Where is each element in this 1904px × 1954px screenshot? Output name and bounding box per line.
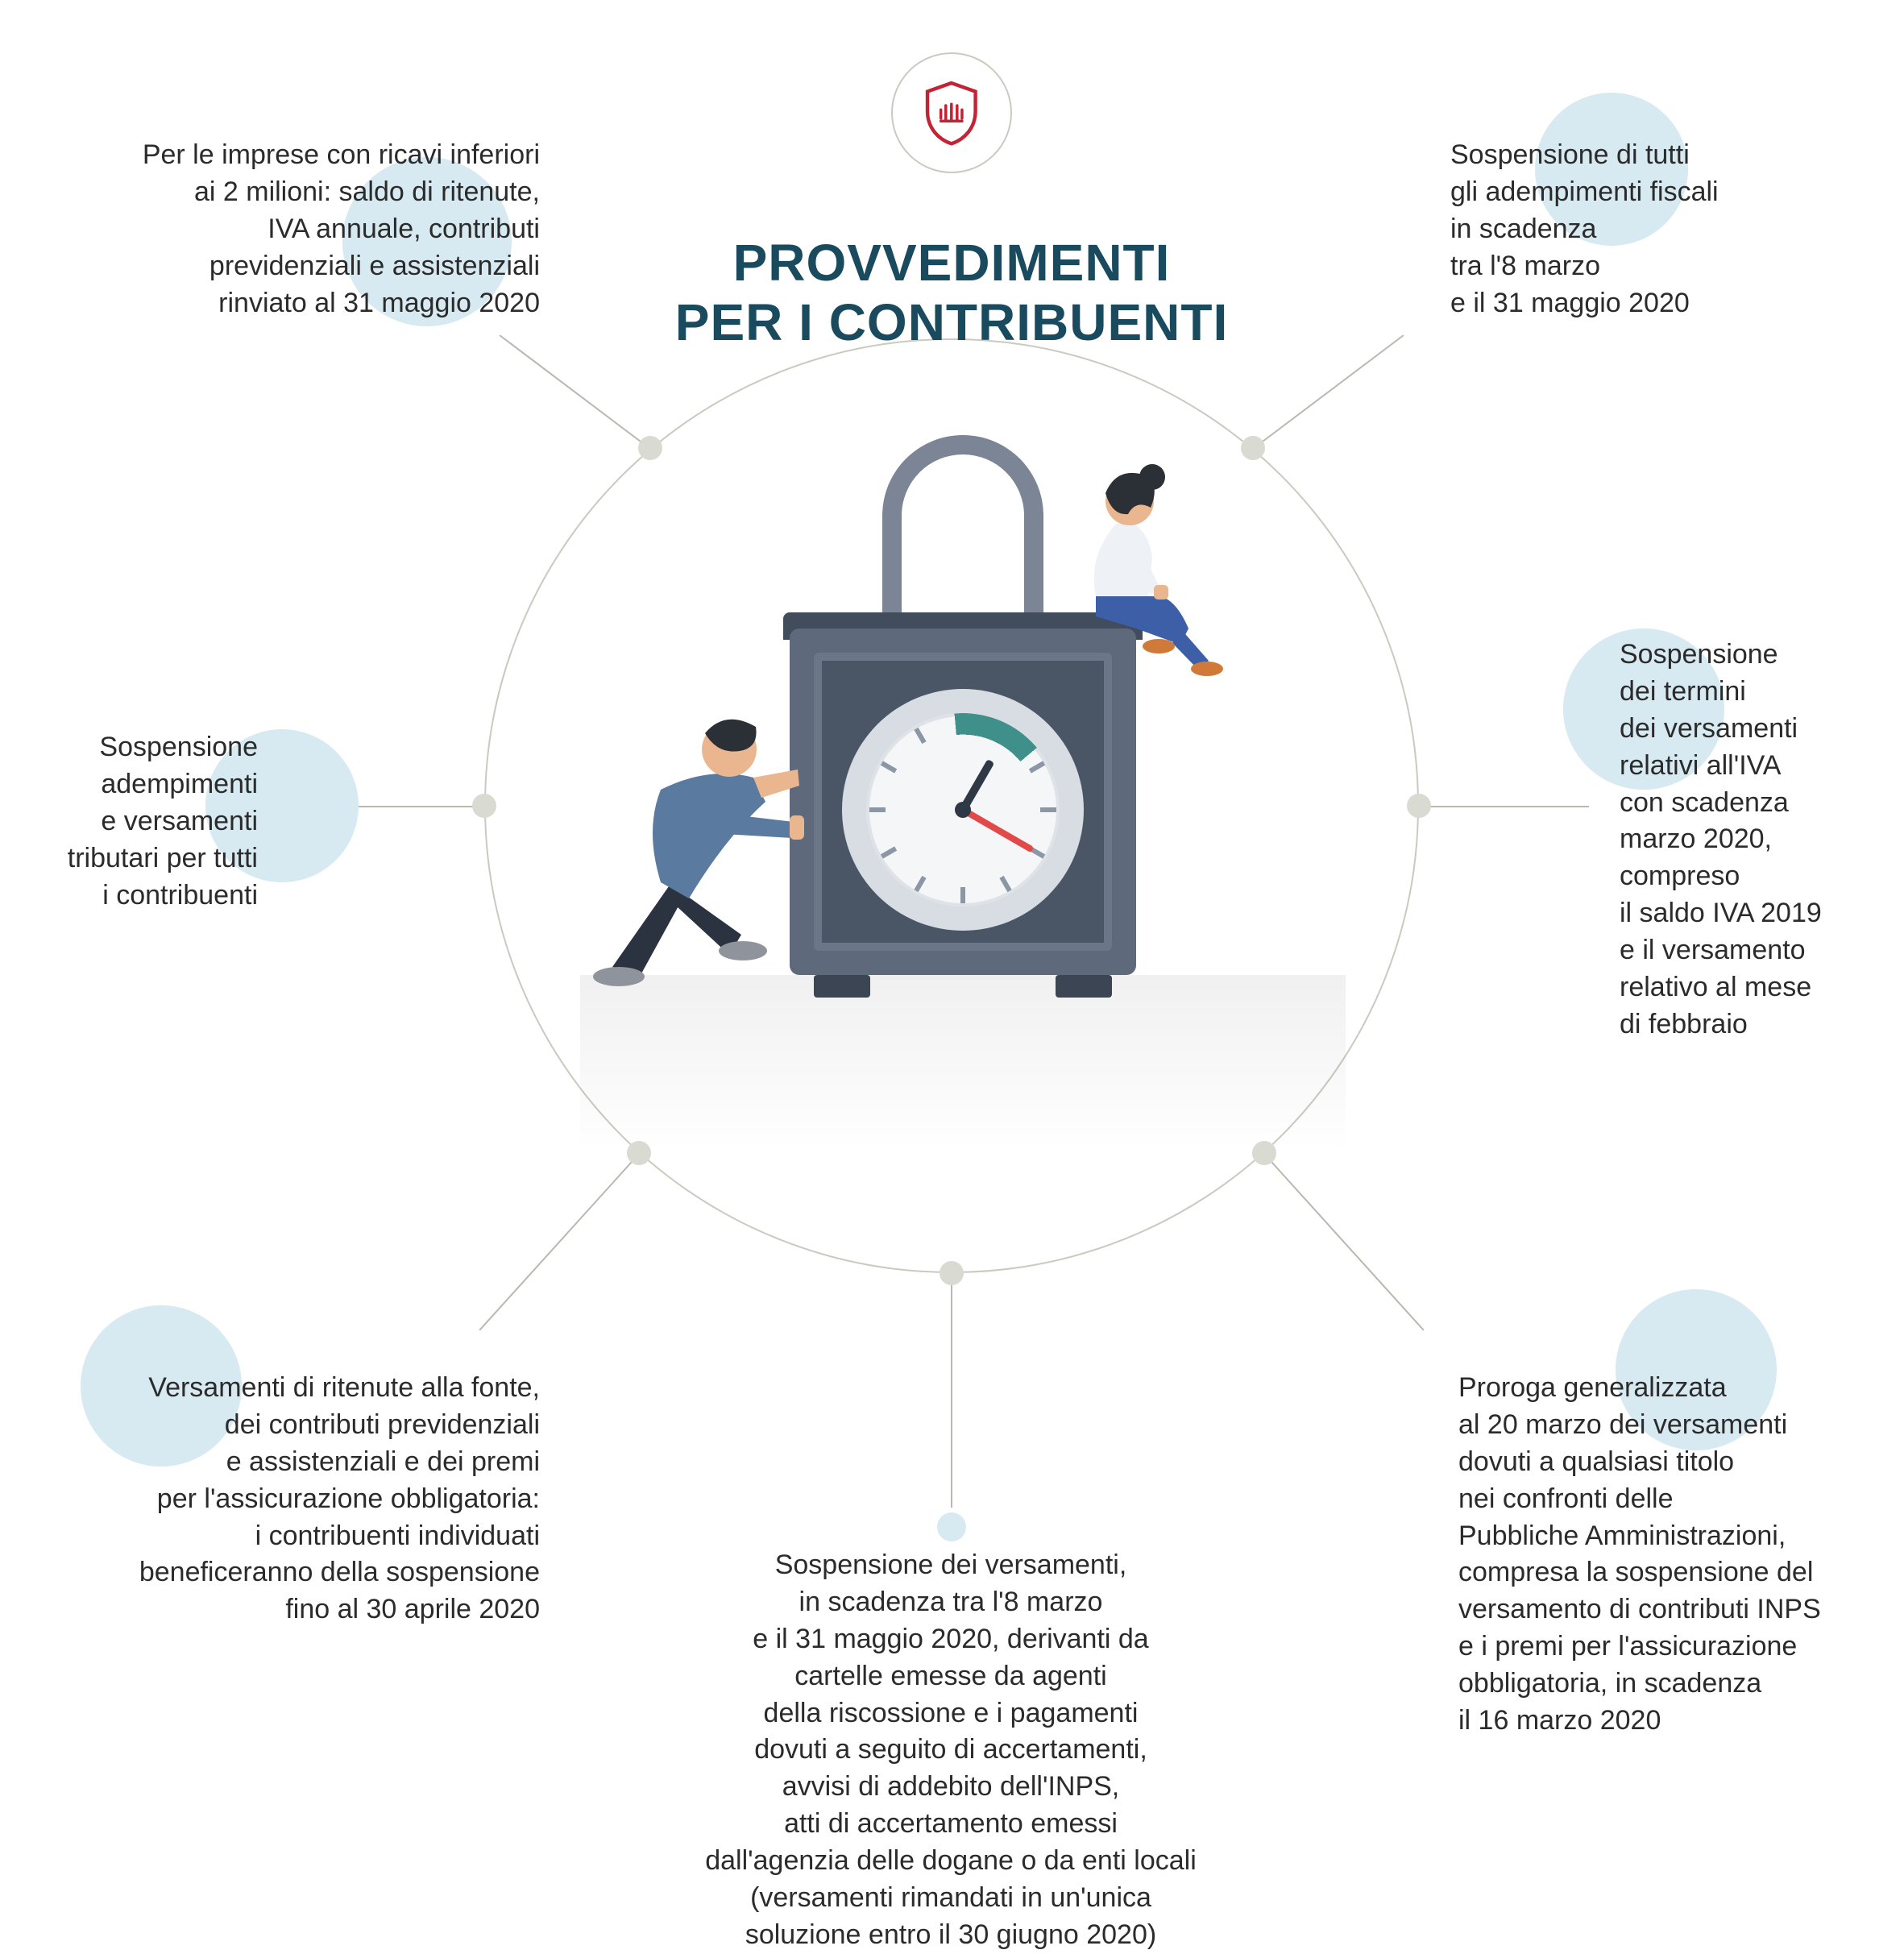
connector-n6 xyxy=(951,1274,952,1508)
label-n1: Per le imprese con ricavi inferiori ai 2… xyxy=(40,137,540,322)
foot-right xyxy=(1056,975,1112,998)
dot-n3 xyxy=(472,794,496,818)
dot-n2 xyxy=(1241,436,1265,460)
dot-n6 xyxy=(940,1261,964,1285)
label-n4: Sospensione dei termini dei versamenti r… xyxy=(1620,637,1894,1043)
label-n6: Sospensione dei versamenti, in scadenza … xyxy=(645,1547,1257,1954)
floor-reflection xyxy=(580,975,1346,1152)
dot-n5 xyxy=(627,1141,651,1165)
connector-n7 xyxy=(1263,1153,1424,1330)
dot-n7 xyxy=(1252,1141,1276,1165)
bubble-n6 xyxy=(937,1512,966,1541)
dial-center xyxy=(955,802,971,818)
title-line-1: PROVVEDIMENTI xyxy=(733,234,1171,292)
woman-sitting xyxy=(1039,427,1249,685)
infographic-canvas: PROVVEDIMENTI PER I CONTRIBUENTI Per le … xyxy=(0,0,1904,1952)
man-pushing xyxy=(564,677,806,999)
label-n2: Sospensione di tutti gli adempimenti fis… xyxy=(1450,137,1869,322)
connector-n5 xyxy=(479,1153,639,1330)
shackle xyxy=(882,435,1043,629)
connector-n4 xyxy=(1419,806,1589,807)
dot-n4 xyxy=(1407,794,1431,818)
foot-left xyxy=(814,975,870,998)
title-line-2: PER I CONTRIBUENTI xyxy=(675,293,1228,351)
dot-n1 xyxy=(638,436,662,460)
label-n7: Proroga generalizzata al 20 marzo dei ve… xyxy=(1458,1370,1894,1740)
infographic-title: PROVVEDIMENTI PER I CONTRIBUENTI xyxy=(549,234,1354,352)
shield-hand-icon-badge xyxy=(891,52,1012,173)
label-n3: Sospensione adempimenti e versamenti tri… xyxy=(8,729,258,914)
label-n5: Versamenti di ritenute alla fonte, dei c… xyxy=(56,1370,540,1628)
shield-hand-icon xyxy=(916,77,987,148)
